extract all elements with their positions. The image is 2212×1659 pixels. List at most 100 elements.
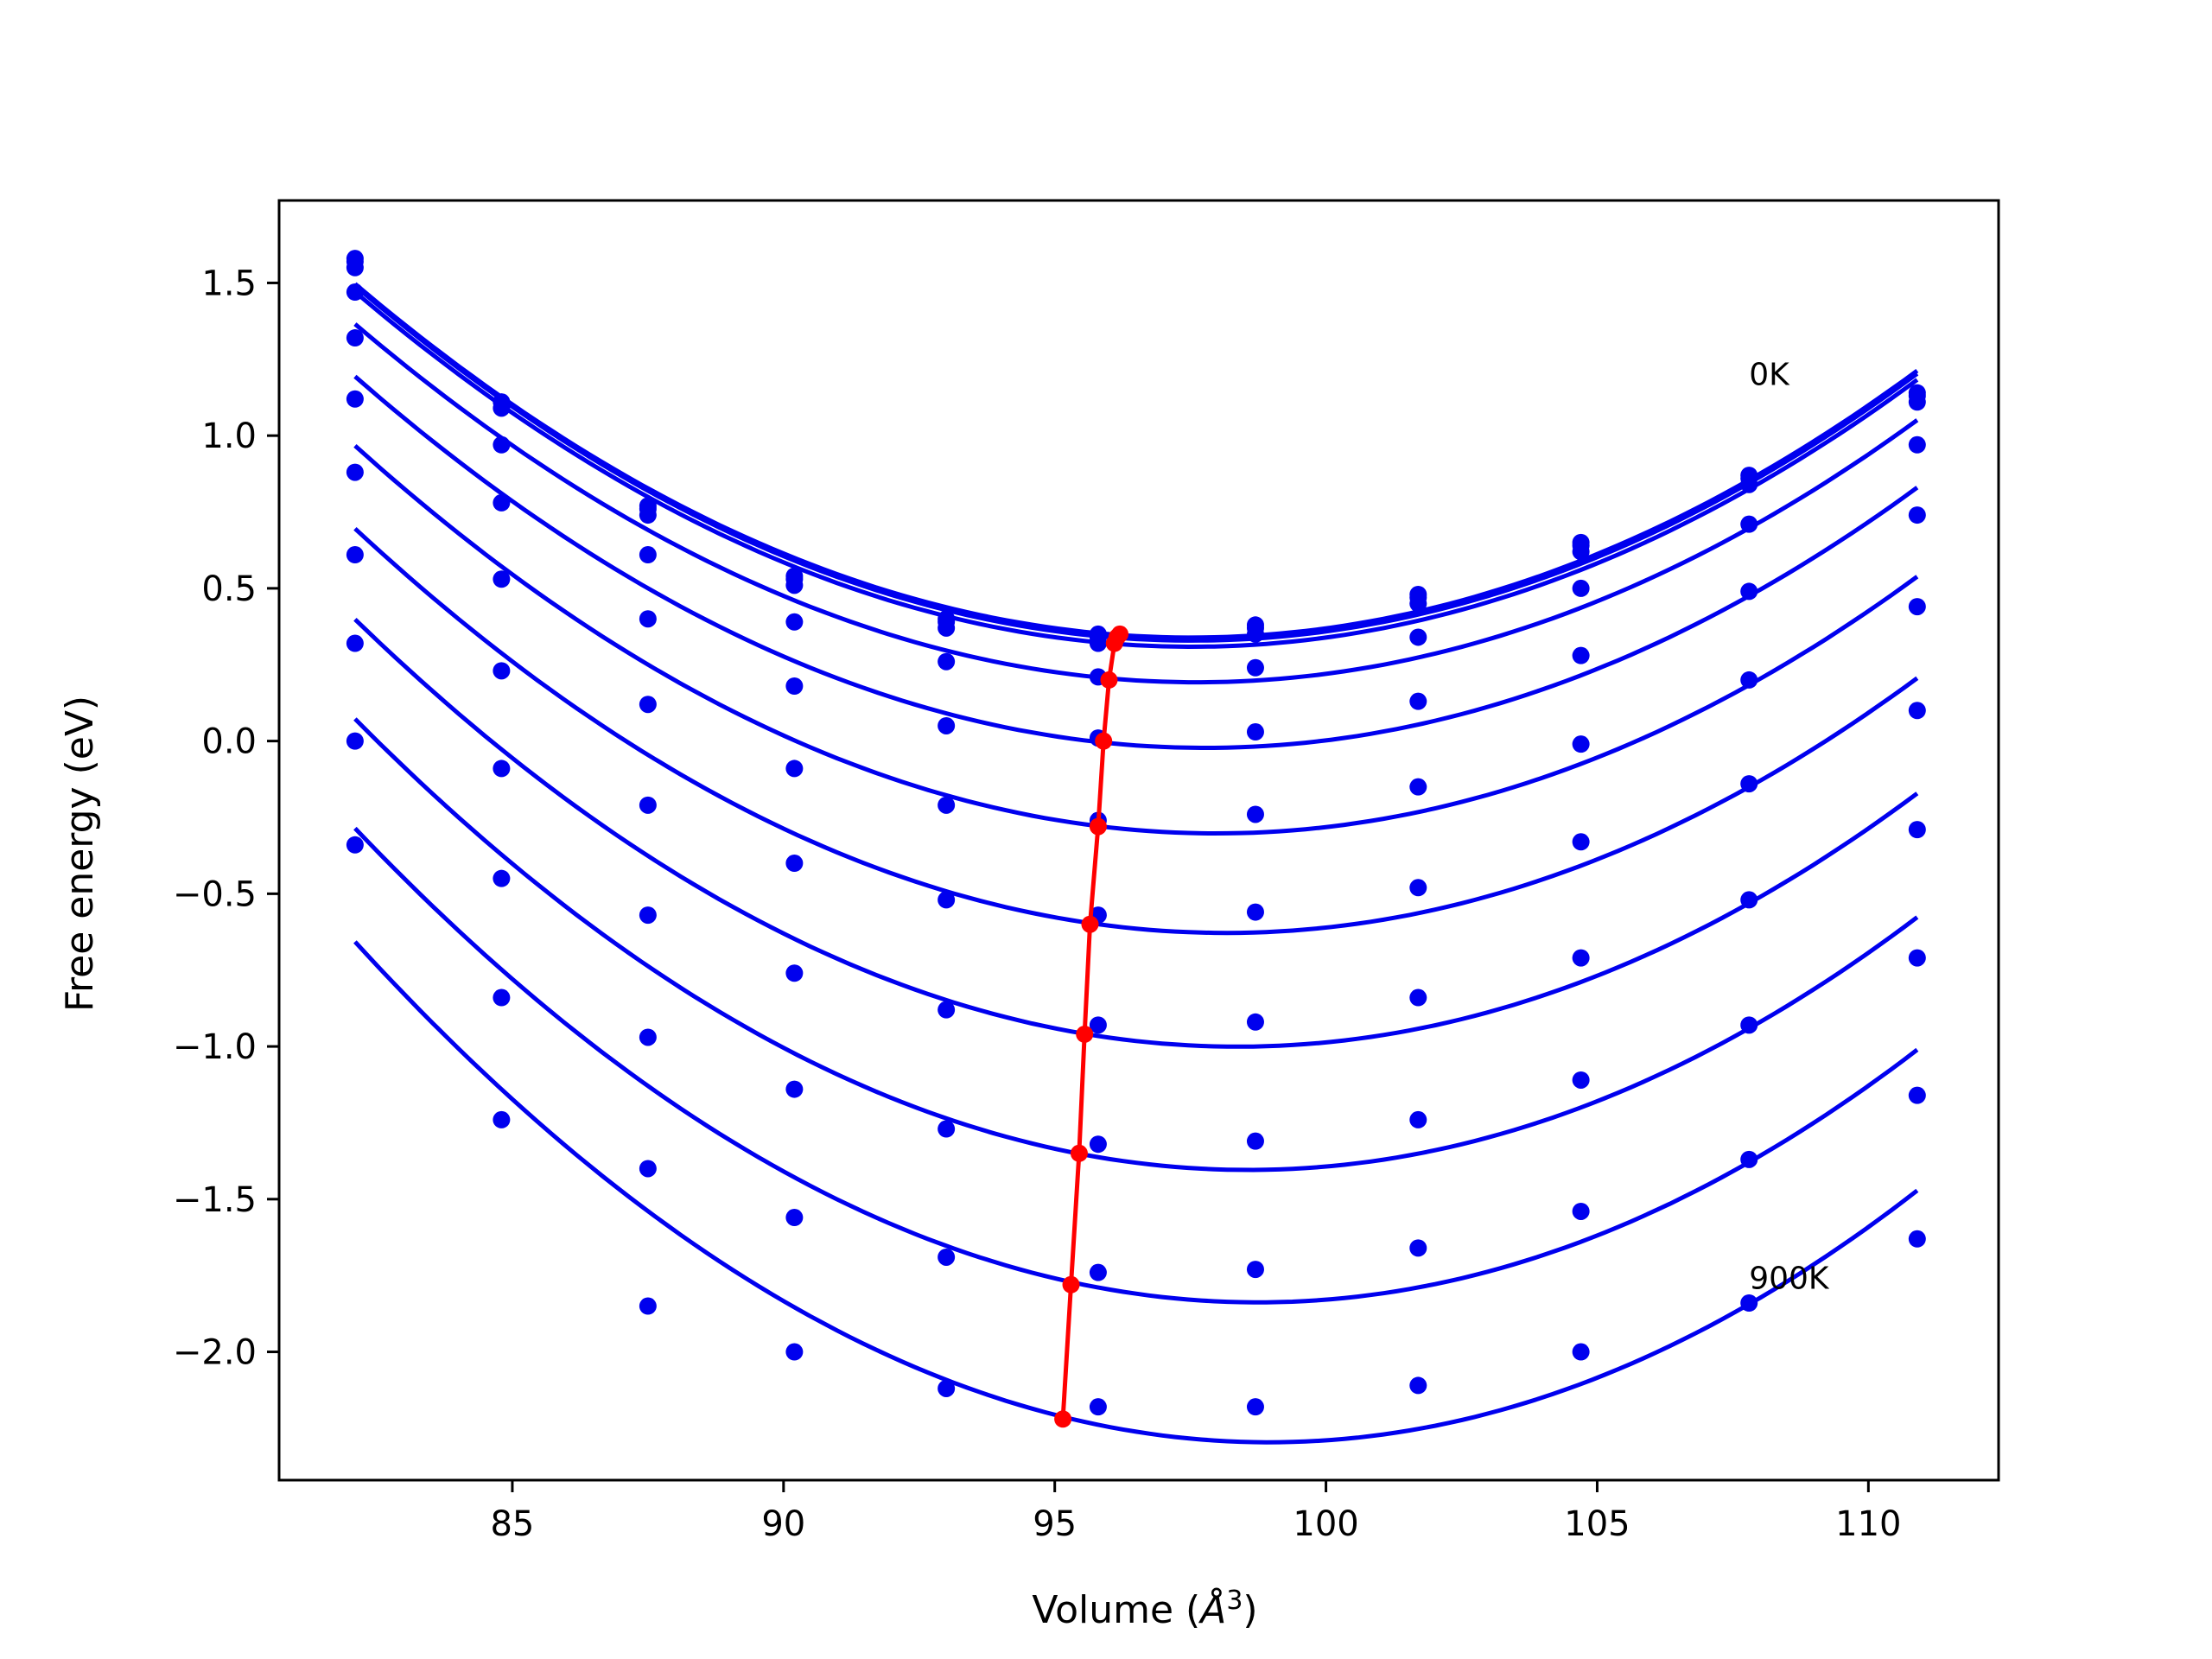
data-point [1409,628,1427,646]
data-point [1089,1135,1107,1154]
minimum-point [1089,817,1107,836]
data-point [1246,903,1264,921]
data-point [1409,1239,1427,1257]
data-point [639,1297,657,1315]
data-point [1409,692,1427,710]
data-point [938,796,956,814]
data-point [1246,723,1264,741]
data-point [1572,646,1590,664]
data-point [639,1028,657,1046]
data-point [1572,1071,1590,1089]
y-axis-label: Free energy (eV) [58,696,102,1012]
series-4 [346,329,1926,750]
data-point [938,652,956,671]
data-point [1409,1376,1427,1395]
data-point [1089,1016,1107,1034]
data-point [1089,634,1107,652]
data-point [1246,658,1264,677]
fit-curve [353,374,1919,750]
series-2 [346,258,1926,652]
data-point [1572,579,1590,597]
annotation-0k: 0K [1749,357,1790,392]
data-point [1908,393,1926,411]
minimum-point [1076,1025,1094,1043]
annotation-900k: 900K [1749,1262,1830,1297]
minimum-point [1062,1275,1080,1294]
data-point [938,1248,956,1266]
data-point [639,610,657,628]
data-point [1908,506,1926,524]
series-6 [346,463,1926,936]
y-tick-label: −0.5 [173,874,257,914]
y-tick-label: 0.5 [201,569,257,609]
data-point [785,1209,804,1227]
data-point [785,576,804,594]
data-point [1908,435,1926,454]
data-point [1908,949,1926,967]
data-point [1740,515,1758,533]
data-point [1740,1150,1758,1168]
data-point [1572,949,1590,967]
fit-curve [353,283,1919,643]
x-tick-label: 110 [1835,1504,1901,1544]
data-point [346,329,364,347]
data-point [1572,1343,1590,1361]
minimum-line-group [1054,625,1129,1428]
y-tick-label: −1.5 [173,1180,257,1220]
data-point [938,716,956,734]
y-tick-label: 1.5 [201,264,257,303]
data-point [1740,671,1758,689]
data-point [346,390,364,408]
data-point [493,399,511,417]
data-point [1908,1230,1926,1248]
data-point [493,869,511,887]
data-point [1409,988,1427,1007]
data-point [346,283,364,302]
data-point [1908,702,1926,720]
data-point [785,613,804,631]
fit-curve [353,322,1919,685]
fit-curve [353,717,1919,1173]
data-point [1246,1132,1264,1150]
data-point [639,696,657,714]
data-point [639,546,657,564]
x-tick-label: 95 [1033,1504,1077,1544]
y-tick-label: 1.0 [201,416,257,456]
data-point [938,619,956,637]
data-point [1908,1086,1926,1104]
data-point [1089,1263,1107,1281]
data-point [1246,805,1264,823]
series-10 [346,836,1926,1445]
series-3 [346,283,1926,686]
data-point [493,570,511,588]
data-point [346,732,364,750]
data-point [1740,1016,1758,1034]
data-point [1740,1294,1758,1312]
data-point [639,506,657,524]
x-tick-label: 90 [761,1504,805,1544]
y-tick-label: 0.0 [201,722,257,762]
data-point [1409,879,1427,897]
y-tick-label: −2.0 [173,1333,257,1373]
x-axis-label: Volume (Å3) [1032,1586,1257,1632]
fit-curve [353,444,1919,836]
minimum-point [1100,671,1118,689]
fit-curve [353,826,1919,1305]
y-tick-label: −1.0 [173,1027,257,1067]
data-point [493,1110,511,1128]
data-point [346,258,364,276]
x-tick-label: 85 [490,1504,534,1544]
data-point [1246,1013,1264,1031]
data-point [493,988,511,1007]
data-point [1740,582,1758,601]
data-point [938,1001,956,1019]
data-point [1572,833,1590,851]
x-tick-label: 100 [1293,1504,1358,1544]
data-point [346,463,364,481]
data-point [1409,1110,1427,1128]
data-point [639,796,657,814]
minimum-point [1054,1410,1072,1428]
data-point [1409,594,1427,613]
data-point [785,964,804,982]
